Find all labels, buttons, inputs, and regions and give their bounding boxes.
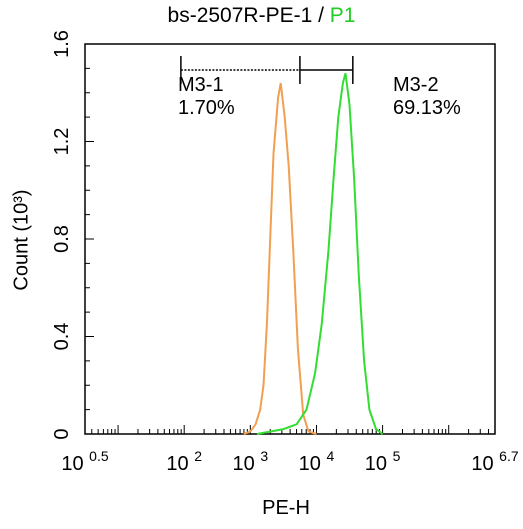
y-tick-label: 0	[51, 428, 73, 439]
x-tick-label: 10 0.5	[61, 448, 108, 475]
gates-layer	[180, 56, 354, 84]
x-tick-base: 10	[365, 453, 393, 475]
x-tick-label: 10 6.7	[471, 448, 518, 475]
y-tick-label: 0.8	[51, 225, 73, 253]
gate-percent: 69.13%	[393, 97, 461, 119]
x-tick-exponent: 6.7	[499, 448, 519, 464]
x-tick-base: 10	[471, 453, 499, 475]
x-tick-exponent: 3	[260, 448, 268, 464]
chart-title: bs-2507R-PE-1 / P1	[0, 4, 523, 28]
histogram-series-2	[256, 73, 384, 435]
histogram-series-1	[243, 82, 317, 435]
gate-name: M3-1	[178, 74, 224, 96]
chart-title-main: bs-2507R-PE-1 /	[167, 4, 330, 27]
x-axis-label: PE-H	[262, 497, 310, 519]
y-tick-label: 1.6	[51, 30, 73, 58]
series-layer	[243, 73, 384, 435]
gate-percent: 1.70%	[178, 97, 235, 119]
x-tick-base: 10	[299, 453, 327, 475]
x-tick-label: 10 5	[365, 448, 401, 475]
y-axis-label: Count (10³)	[10, 189, 33, 291]
gate-label-m3-1: M3-1 1.70%	[178, 74, 235, 120]
x-tick-label: 10 4	[299, 448, 335, 475]
axis-ticks: 10 0.5 10 2 10 3 10 4 10 5 10 6.700.40.81.21.…	[51, 30, 519, 475]
x-tick-exponent: 0.5	[89, 448, 109, 464]
x-tick-base: 10	[61, 453, 89, 475]
x-tick-base: 10	[233, 453, 261, 475]
x-tick-base: 10	[166, 453, 194, 475]
chart-title-accent: P1	[329, 4, 356, 27]
gate-label-m3-2: M3-2 69.13%	[393, 74, 461, 120]
y-tick-label: 1.2	[51, 128, 73, 156]
x-tick-exponent: 2	[194, 448, 202, 464]
gate-name: M3-2	[393, 74, 439, 96]
x-tick-label: 10 2	[166, 448, 202, 475]
x-tick-label: 10 3	[233, 448, 269, 475]
y-tick-label: 0.4	[51, 323, 73, 351]
x-tick-exponent: 4	[326, 448, 334, 464]
x-tick-exponent: 5	[393, 448, 401, 464]
